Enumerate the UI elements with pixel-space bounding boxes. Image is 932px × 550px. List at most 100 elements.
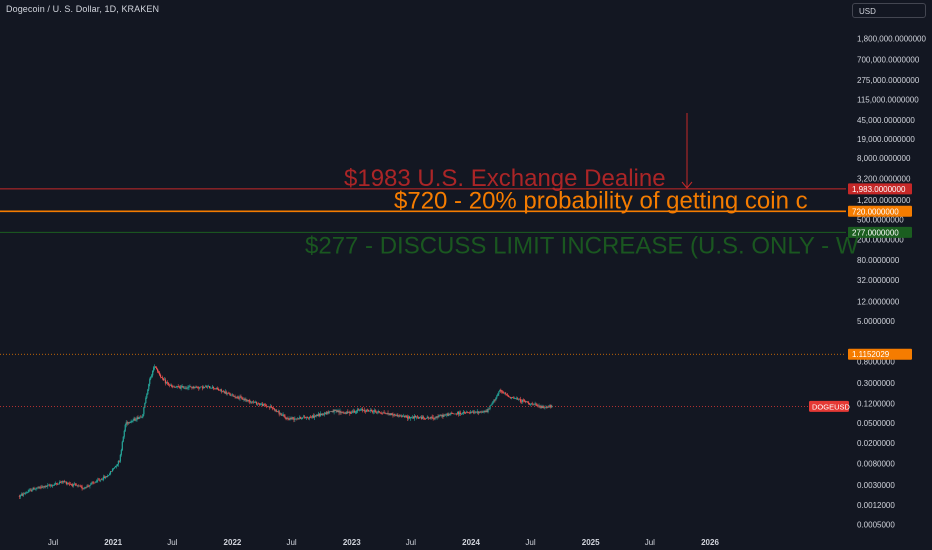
- candle: [156, 366, 158, 370]
- price-axis[interactable]: 1,800,000.0000000 700,000.0000000 275,000.…: [848, 35, 927, 530]
- candle: [442, 413, 444, 419]
- price-tag[interactable]: 720.0000000: [848, 205, 912, 217]
- candle: [423, 417, 425, 420]
- candle: [188, 385, 190, 390]
- candle: [535, 402, 537, 407]
- svg-text:DOGEUSD: DOGEUSD: [812, 402, 851, 411]
- candle: [339, 408, 341, 415]
- y-tick-label: 0.0005000: [857, 521, 895, 530]
- candle: [236, 396, 238, 399]
- y-tick-label: 1,200.0000000: [857, 196, 911, 205]
- candle: [257, 402, 260, 405]
- candle: [24, 491, 26, 496]
- candle: [222, 389, 224, 392]
- candle: [435, 416, 437, 419]
- candle: [241, 396, 243, 400]
- candle: [500, 388, 502, 394]
- currency-selector[interactable]: USD: [852, 3, 926, 18]
- candle: [76, 485, 78, 488]
- candle: [111, 467, 114, 473]
- candle: [208, 386, 211, 389]
- candle: [440, 414, 442, 417]
- candle: [41, 484, 43, 489]
- candle: [383, 410, 385, 414]
- candle: [393, 413, 395, 417]
- candle: [453, 413, 455, 415]
- candle: [57, 483, 60, 485]
- candle: [54, 482, 56, 486]
- candle: [45, 485, 47, 489]
- candle: [128, 421, 130, 424]
- y-tick-label: 0.1200000: [857, 399, 895, 408]
- price-tag[interactable]: 277.0000000: [848, 226, 912, 238]
- candle: [80, 484, 82, 488]
- candle: [351, 410, 353, 414]
- candle: [119, 453, 121, 463]
- y-tick-label: 0.0500000: [857, 419, 895, 428]
- time-axis[interactable]: Jul 2021 Jul 2022 Jul 2023 Jul 2024 Jul 2025 Jul 20…: [48, 538, 720, 547]
- candle: [217, 387, 219, 391]
- candle: [49, 483, 51, 487]
- candle: [536, 403, 538, 406]
- candle: [102, 477, 104, 481]
- candle: [116, 464, 118, 467]
- candle: [544, 407, 546, 410]
- candle: [388, 413, 390, 416]
- candle: [432, 414, 434, 421]
- candle: [374, 409, 376, 413]
- candle: [318, 413, 320, 418]
- arrow-drawing[interactable]: [681, 113, 693, 189]
- candle: [490, 404, 492, 407]
- candle: [259, 402, 262, 406]
- candle: [65, 481, 68, 486]
- candle: [384, 411, 386, 414]
- candle: [34, 488, 36, 490]
- candle: [172, 385, 174, 388]
- candle: [53, 484, 55, 486]
- candle: [488, 408, 490, 410]
- candle: [81, 484, 83, 491]
- candle: [363, 407, 366, 413]
- candle: [110, 471, 113, 472]
- candle: [284, 414, 286, 419]
- price-tag[interactable]: 1,983.0000000: [848, 183, 912, 195]
- candle: [416, 415, 419, 419]
- candle: [369, 408, 371, 413]
- candle: [73, 481, 75, 486]
- candle: [231, 393, 233, 396]
- candle: [310, 415, 313, 419]
- candle: [205, 384, 207, 388]
- candle: [291, 416, 293, 421]
- candle: [312, 413, 315, 419]
- candle: [389, 413, 391, 416]
- candle: [237, 395, 239, 399]
- annotation-text[interactable]: $1983 U.S. Exchange Dealine: [344, 165, 666, 192]
- candle: [455, 413, 457, 415]
- candle: [120, 448, 122, 457]
- candle: [85, 487, 87, 489]
- candle: [356, 409, 358, 415]
- price-tag[interactable]: 1.1152029: [848, 348, 912, 360]
- candle: [385, 413, 387, 415]
- candle: [331, 410, 333, 413]
- y-tick-label: 5.0000000: [857, 317, 895, 326]
- candle: [136, 416, 138, 422]
- x-tick-label: Jul: [645, 538, 655, 547]
- candle: [246, 398, 248, 403]
- candle: [401, 414, 403, 418]
- candle: [459, 410, 461, 416]
- symbol-price-tag[interactable]: DOGEUSD: [809, 400, 851, 412]
- candle: [56, 482, 59, 486]
- annotation-text[interactable]: $720 - 20% probability of getting coin c: [394, 187, 808, 214]
- annotation-text[interactable]: $277 - DISCUSS LIMIT INCREASE (U.S. ONLY…: [305, 232, 859, 259]
- candle: [101, 478, 103, 481]
- candle: [25, 491, 27, 494]
- candle: [32, 487, 34, 491]
- candle: [169, 383, 171, 386]
- candle: [447, 412, 449, 417]
- candle: [311, 414, 314, 419]
- candle: [159, 373, 162, 379]
- candle: [96, 479, 98, 483]
- candle: [433, 417, 435, 421]
